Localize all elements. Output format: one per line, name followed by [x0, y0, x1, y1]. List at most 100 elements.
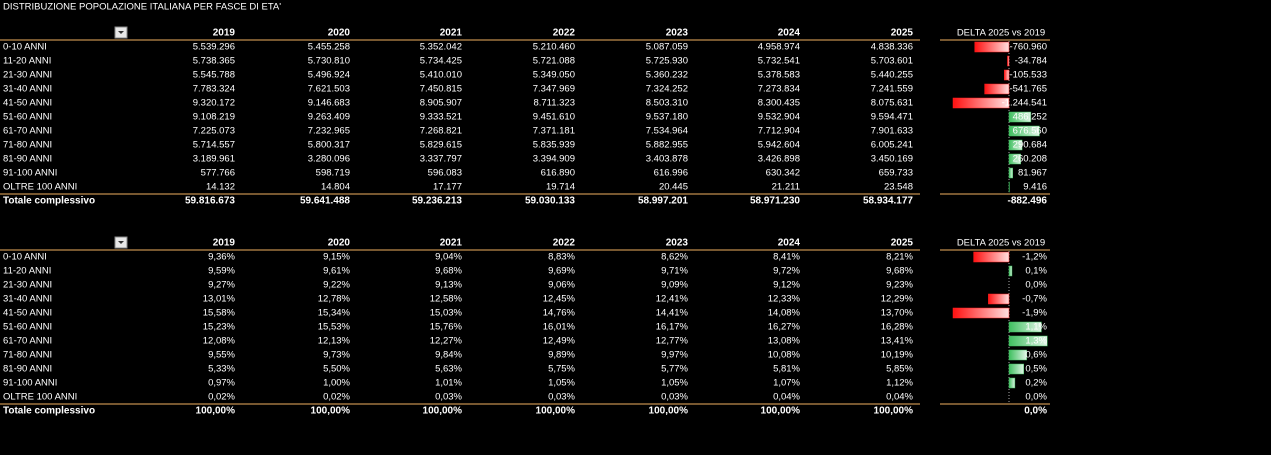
total-cell: 100,00% — [536, 406, 576, 417]
cell: 13,08% — [768, 336, 801, 347]
cell: 12,27% — [430, 336, 463, 347]
cell: 5.829.615 — [420, 140, 462, 151]
cell: 5.800.317 — [308, 140, 350, 151]
cell: 9.537.180 — [646, 112, 688, 123]
cell: 16,17% — [656, 322, 689, 333]
year-header: 2021 — [440, 28, 463, 39]
data-bar — [1008, 111, 1032, 123]
delta-cell: -105.533 — [1009, 70, 1047, 81]
cell: 5.496.924 — [308, 70, 350, 81]
cell: 5.738.365 — [193, 56, 235, 67]
cell: 9,68% — [435, 266, 462, 277]
data-bar — [974, 41, 1010, 53]
total-cell: 100,00% — [761, 406, 801, 417]
cell: 15,03% — [430, 308, 463, 319]
cell: 5,77% — [661, 364, 688, 375]
row-label: OLTRE 100 ANNI — [3, 182, 77, 193]
delta-cell: 1,3% — [1025, 336, 1047, 347]
year-header: 2024 — [778, 28, 801, 39]
row-label: 91-100 ANNI — [3, 168, 57, 179]
data-bar — [1008, 153, 1021, 165]
cell: 5.087.059 — [646, 42, 688, 53]
row-label: 51-60 ANNI — [3, 322, 52, 333]
data-bar — [984, 83, 1010, 95]
total-cell: 100,00% — [311, 406, 351, 417]
row-label: 31-40 ANNI — [3, 84, 52, 95]
delta-cell: 290.684 — [1013, 140, 1047, 151]
data-bar — [1008, 321, 1042, 333]
cell: 7.268.821 — [420, 126, 462, 137]
cell: 16,27% — [768, 322, 801, 333]
year-header: 2020 — [328, 28, 351, 39]
cell: 9,59% — [208, 266, 235, 277]
cell: 5,81% — [773, 364, 800, 375]
cell: 7.901.633 — [871, 126, 913, 137]
cell: 12,77% — [656, 336, 689, 347]
data-bar — [1008, 363, 1024, 375]
cell: 12,78% — [318, 294, 351, 305]
cell: 596.083 — [428, 168, 462, 179]
cell: 16,01% — [543, 322, 576, 333]
total-cell: 100,00% — [874, 406, 914, 417]
data-bar — [1007, 55, 1010, 67]
cell: 9,22% — [323, 280, 350, 291]
row-label: 41-50 ANNI — [3, 308, 52, 319]
row-label: 81-90 ANNI — [3, 364, 52, 375]
delta-cell: 0,5% — [1025, 364, 1047, 375]
cell: 13,41% — [881, 336, 914, 347]
cell: 0,03% — [548, 392, 575, 403]
cell: 577.766 — [201, 168, 235, 179]
data-bar — [988, 293, 1010, 305]
cell: 5.360.232 — [646, 70, 688, 81]
row-label: 31-40 ANNI — [3, 294, 52, 305]
cell: 15,23% — [203, 322, 236, 333]
cell: 5,63% — [435, 364, 462, 375]
year-header: 2022 — [553, 28, 576, 39]
cell: 9.146.683 — [308, 98, 350, 109]
cell: 5.410.010 — [420, 70, 462, 81]
cell: 7.241.559 — [871, 84, 913, 95]
delta-cell: 260.208 — [1013, 154, 1047, 165]
cell: 9.594.471 — [871, 112, 913, 123]
total-cell: 59.641.488 — [300, 196, 350, 207]
cell: 21.211 — [772, 182, 800, 193]
delta-header: DELTA 2025 vs 2019 — [957, 28, 1045, 39]
cell: 7.450.815 — [420, 84, 462, 95]
cell: 5.539.296 — [193, 42, 235, 53]
cell: 8,21% — [886, 252, 913, 263]
cell: 4.838.336 — [871, 42, 913, 53]
cell: 12,29% — [881, 294, 914, 305]
cell: 9,84% — [435, 350, 462, 361]
cell: 7.324.252 — [646, 84, 688, 95]
cell: 12,13% — [318, 336, 351, 347]
row-label: 71-80 ANNI — [3, 350, 52, 361]
cell: 1,07% — [773, 378, 800, 389]
cell: 5.378.583 — [758, 70, 800, 81]
row-label: 51-60 ANNI — [3, 112, 52, 123]
cell: 9,36% — [208, 252, 235, 263]
total-cell: 58.997.201 — [638, 196, 688, 207]
total-cell: 58.971.230 — [750, 196, 800, 207]
cell: 5.455.258 — [308, 42, 350, 53]
data-bar — [1008, 335, 1048, 347]
cell: 10,08% — [768, 350, 801, 361]
sheet-title: DISTRIBUZIONE POPOLAZIONE ITALIANA PER F… — [3, 2, 281, 13]
delta-cell: 9.416 — [1023, 182, 1047, 193]
row-label: 11-20 ANNI — [3, 266, 51, 277]
cell: 15,53% — [318, 322, 351, 333]
cell: 14,41% — [656, 308, 689, 319]
data-bar — [1008, 139, 1023, 151]
cell: 9,69% — [548, 266, 575, 277]
cell: 1,05% — [661, 378, 688, 389]
total-cell: 58.934.177 — [863, 196, 913, 207]
cell: 1,05% — [548, 378, 575, 389]
cell: 0,03% — [661, 392, 688, 403]
data-bar — [1008, 125, 1040, 137]
year-header: 2020 — [328, 238, 351, 249]
delta-cell: 0,1% — [1025, 266, 1047, 277]
cell: 12,58% — [430, 294, 463, 305]
cell: 3.403.878 — [646, 154, 688, 165]
delta-cell: 0,2% — [1025, 378, 1047, 389]
data-bar — [1008, 265, 1013, 277]
